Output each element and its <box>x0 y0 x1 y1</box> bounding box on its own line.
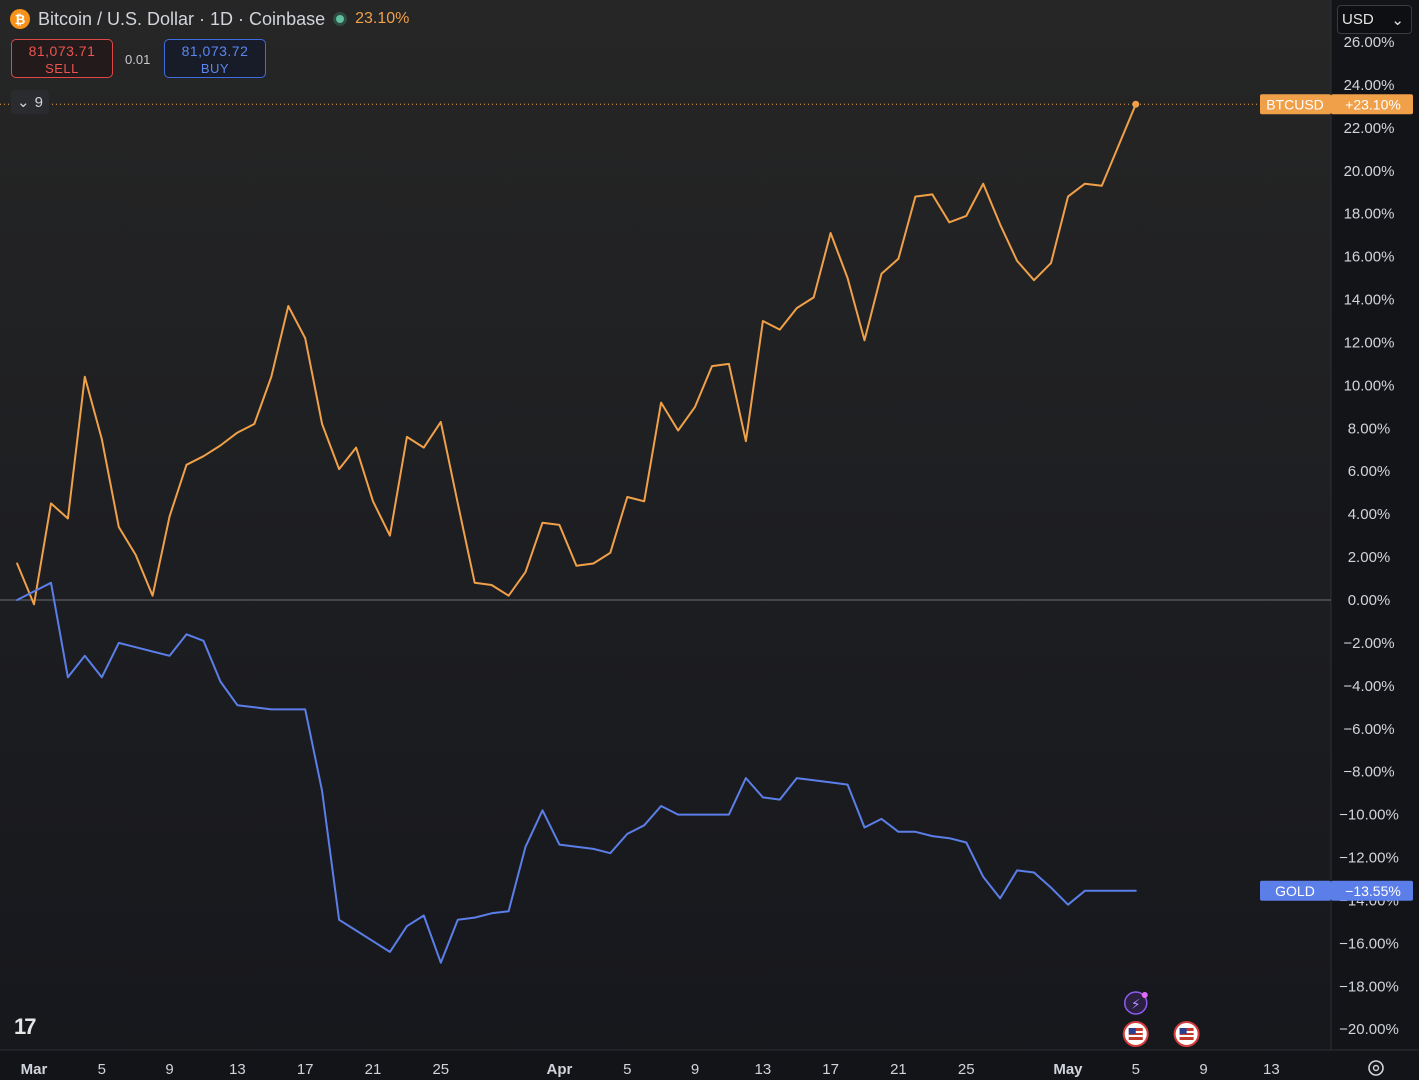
y-tick-label: 6.00% <box>1348 463 1391 480</box>
y-tick-label: −2.00% <box>1343 635 1394 652</box>
lightning-badge <box>1124 991 1148 1015</box>
sell-button[interactable]: 81,073.71 SELL <box>11 39 113 78</box>
y-tick-label: 4.00% <box>1348 506 1391 523</box>
y-tick-label: 16.00% <box>1344 249 1395 266</box>
chevron-down-icon: ⌄ <box>1391 11 1404 29</box>
chevron-down-icon: ⌄ <box>17 94 30 111</box>
buy-price: 81,073.72 <box>181 43 249 59</box>
x-tick-label: 21 <box>890 1061 907 1078</box>
time-scale-area[interactable] <box>0 1050 1419 1080</box>
indicator-count: 9 <box>34 93 43 111</box>
us-flag-event-icon[interactable] <box>1173 1021 1200 1047</box>
spread-value: 0.01 <box>125 52 151 67</box>
gear-icon[interactable] <box>1368 1060 1384 1076</box>
change-percent: 23.10% <box>355 10 410 27</box>
gold-series[interactable] <box>16 581 1137 964</box>
y-tick-label: −10.00% <box>1339 807 1399 824</box>
y-tick-label: 22.00% <box>1344 120 1395 137</box>
x-tick-label: 13 <box>1263 1061 1280 1078</box>
event-dot <box>1141 992 1148 998</box>
btcusd-price-label[interactable]: BTCUSD +23.10% <box>1260 94 1413 115</box>
x-tick-label: Apr <box>547 1061 573 1078</box>
indicators-toggle[interactable]: ⌄ 9 <box>11 90 49 114</box>
symbol-title[interactable]: Bitcoin / U.S. Dollar · 1D · Coinbase <box>38 8 326 29</box>
series-value-text: −13.55% <box>1345 883 1401 899</box>
x-tick-label: 25 <box>432 1061 449 1078</box>
y-tick-label: 12.00% <box>1344 334 1395 351</box>
sell-price: 81,073.71 <box>28 43 96 59</box>
y-tick-label: 20.00% <box>1344 163 1395 180</box>
btc-last-point <box>1132 100 1140 108</box>
x-tick-label: 9 <box>1199 1061 1207 1078</box>
btcusd-series[interactable] <box>16 103 1137 606</box>
flag-stripe <box>1128 1035 1143 1037</box>
y-tick-label: −8.00% <box>1343 764 1394 781</box>
y-tick-label: −6.00% <box>1343 721 1394 738</box>
flag-canton <box>1128 1028 1136 1034</box>
bitcoin-icon: ₿ <box>10 9 30 29</box>
flag-stripe <box>1179 1035 1194 1037</box>
y-tick-label: 14.00% <box>1344 292 1395 309</box>
series-value-text: +23.10% <box>1345 96 1401 112</box>
gold-price-label[interactable]: GOLD −13.55% <box>1260 880 1413 901</box>
y-tick-label: −4.00% <box>1343 678 1394 695</box>
y-tick-label: 10.00% <box>1344 377 1395 394</box>
currency-value: USD <box>1342 11 1374 28</box>
lightning-glyph: ⚡ <box>1131 997 1141 1013</box>
series-name-tag <box>1260 880 1331 901</box>
y-tick-label: 24.00% <box>1344 77 1395 94</box>
gear-hub <box>1372 1064 1380 1072</box>
series-value-tag <box>1331 880 1413 901</box>
x-tick-label: 17 <box>822 1061 839 1078</box>
gear-ring <box>1368 1060 1384 1076</box>
x-tick-label: 17 <box>297 1061 314 1078</box>
x-tick-label: 21 <box>365 1061 382 1078</box>
market-open-dot-icon <box>333 12 348 26</box>
us-flag-event-icon[interactable] <box>1122 1021 1149 1047</box>
y-tick-label: 8.00% <box>1348 420 1391 437</box>
y-tick-label: −20.00% <box>1339 1021 1399 1038</box>
flag-canton <box>1179 1028 1187 1034</box>
y-tick-label: 2.00% <box>1348 549 1391 566</box>
tradingview-logo-icon[interactable]: 17 <box>14 1014 37 1039</box>
x-tick-label: 5 <box>623 1061 631 1078</box>
series-name-text: BTCUSD <box>1266 96 1324 112</box>
x-tick-label: 5 <box>98 1061 106 1078</box>
x-tick-label: 13 <box>755 1061 772 1078</box>
y-tick-label: −16.00% <box>1339 935 1399 952</box>
x-tick-label: 9 <box>691 1061 699 1078</box>
x-tick-label: 25 <box>958 1061 975 1078</box>
currency-select[interactable]: USD ⌄ <box>1337 5 1412 34</box>
x-tick-label: 9 <box>165 1061 173 1078</box>
series-name-text: GOLD <box>1275 883 1315 899</box>
y-tick-label: −18.00% <box>1339 978 1399 995</box>
x-tick-label: May <box>1053 1061 1083 1078</box>
x-tick-label: 5 <box>1132 1061 1140 1078</box>
buy-label: BUY <box>200 61 230 76</box>
x-tick-label: 13 <box>229 1061 246 1078</box>
lightning-event-icon[interactable]: ⚡ <box>1124 991 1148 1015</box>
series-value-tag <box>1331 94 1413 115</box>
series-name-tag <box>1260 94 1331 115</box>
y-tick-label: 18.00% <box>1344 206 1395 223</box>
y-tick-label: 0.00% <box>1348 592 1391 609</box>
x-tick-label: Mar <box>21 1061 48 1078</box>
y-tick-label: −12.00% <box>1339 850 1399 867</box>
symbol-header[interactable]: ₿ Bitcoin / U.S. Dollar · 1D · Coinbase … <box>10 7 409 31</box>
btcusd-line[interactable] <box>16 103 1137 606</box>
y-tick-label: 26.00% <box>1344 34 1395 51</box>
gold-line[interactable] <box>16 581 1137 964</box>
buy-button[interactable]: 81,073.72 BUY <box>164 39 266 78</box>
sell-label: SELL <box>45 61 79 76</box>
